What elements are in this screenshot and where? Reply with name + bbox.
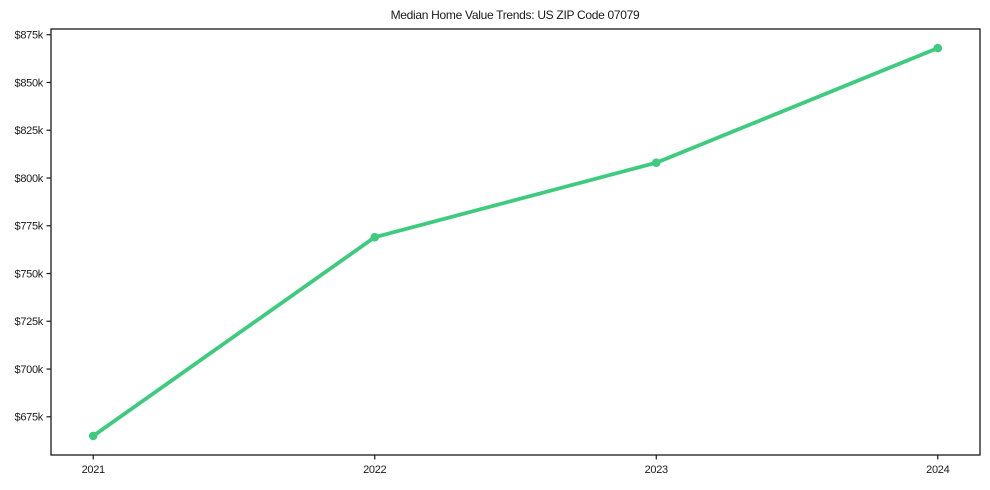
y-tick-label: $750k <box>15 268 44 280</box>
plot-border <box>50 28 981 456</box>
y-tick-label: $675k <box>15 412 44 424</box>
x-tick-label: 2022 <box>363 464 386 476</box>
y-tick-label: $700k <box>15 364 44 376</box>
trend-line <box>91 46 940 438</box>
y-tick-label: $850k <box>15 77 44 89</box>
data-point-2024 <box>933 43 943 53</box>
y-tick-label: $875k <box>15 30 44 42</box>
data-point-2022 <box>370 232 380 242</box>
y-tick-label: $825k <box>15 125 44 137</box>
data-point-2023 <box>651 158 661 168</box>
y-tick-label: $725k <box>15 316 44 328</box>
chart-title: Median Home Value Trends: US ZIP Code 07… <box>391 8 640 22</box>
plot-area: $675k $700k $725k $750k $775k $800k $825k $850k… <box>15 28 981 476</box>
x-tick-label: 2023 <box>645 464 668 476</box>
data-point-2021 <box>88 431 98 441</box>
y-tick-label: $800k <box>15 173 44 185</box>
x-tick-label: 2021 <box>82 464 105 476</box>
y-tick-label: $775k <box>15 221 44 233</box>
x-tick-label: 2024 <box>926 464 949 476</box>
